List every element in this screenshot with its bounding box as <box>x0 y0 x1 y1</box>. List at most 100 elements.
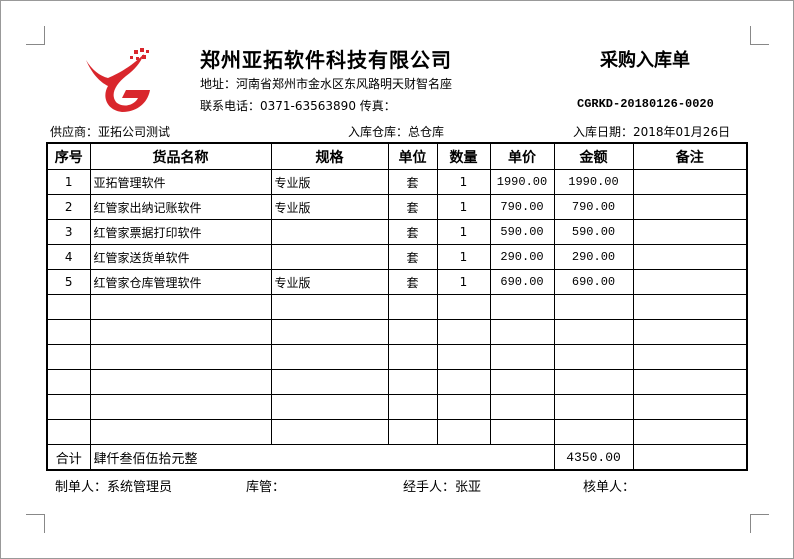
maker: 制单人：系统管理员 <box>55 480 173 495</box>
table-cell <box>89 419 272 445</box>
table-cell <box>632 419 748 445</box>
table-cell <box>387 394 438 420</box>
table-cell <box>270 394 389 420</box>
table-cell <box>89 344 272 370</box>
table-cell <box>270 244 389 270</box>
table-cell: 1990.00 <box>553 169 634 195</box>
table-cell <box>46 294 91 320</box>
table-cell: 5 <box>46 269 91 295</box>
table-cell <box>436 294 491 320</box>
table-cell: 790.00 <box>553 194 634 220</box>
table-cell <box>489 319 555 345</box>
table-cell <box>632 269 748 295</box>
column-header: 货品名称 <box>89 142 272 170</box>
table-cell <box>489 394 555 420</box>
table-cell <box>270 344 389 370</box>
company-contact: 联系电话：0371-63563890 传真： <box>200 99 396 113</box>
table-row <box>46 319 748 345</box>
table-cell <box>489 369 555 395</box>
table-cell <box>46 394 91 420</box>
table-cell: 1 <box>436 169 491 195</box>
table-row: 5 红管家仓库管理软件 专业版套 1 690.00 690.00 <box>46 269 748 295</box>
table-cell: 套 <box>387 219 438 245</box>
table-cell <box>632 294 748 320</box>
table-cell: 290.00 <box>553 244 634 270</box>
table-cell <box>270 319 389 345</box>
table-cell: 套 <box>387 269 438 295</box>
crop-mark <box>750 514 769 533</box>
table-cell <box>553 344 634 370</box>
total-amount: 4350.00 <box>553 444 634 471</box>
total-label: 合计 <box>46 444 91 471</box>
table-row: 4 红管家送货单软件套 1 290.00 290.00 <box>46 244 748 270</box>
column-header: 金额 <box>553 142 634 170</box>
table-cell <box>632 394 748 420</box>
column-header: 单位 <box>387 142 438 170</box>
table-cell: 1 <box>436 269 491 295</box>
table-cell <box>436 369 491 395</box>
table-cell <box>270 369 389 395</box>
table-cell <box>387 419 438 445</box>
crop-mark <box>26 26 45 45</box>
table-cell <box>46 369 91 395</box>
table-cell <box>387 369 438 395</box>
table-cell <box>632 169 748 195</box>
supplier: 供应商：亚拓公司测试 <box>50 125 171 139</box>
total-remark <box>632 444 748 471</box>
table-cell: 1 <box>46 169 91 195</box>
table-cell: 1 <box>436 194 491 220</box>
table-cell: 专业版 <box>270 169 389 195</box>
column-header: 序号 <box>46 142 91 170</box>
crop-mark <box>750 26 769 45</box>
table-cell: 4 <box>46 244 91 270</box>
warehouse: 入库仓库：总仓库 <box>348 125 445 139</box>
total-row: 合计 肆仟叁佰伍拾元整 4350.00 <box>46 444 748 471</box>
table-cell <box>89 394 272 420</box>
column-header: 单价 <box>489 142 555 170</box>
column-header: 规格 <box>270 142 389 170</box>
table-cell <box>489 419 555 445</box>
document-title: 采购入库单 <box>600 50 690 71</box>
table-cell <box>270 294 389 320</box>
keeper: 库管： <box>246 480 286 495</box>
table-row: 1 亚拓管理软件 专业版套 1 1990.00 1990.00 <box>46 169 748 195</box>
table-row: 2 红管家出纳记账软件 专业版套 1 790.00 790.00 <box>46 194 748 220</box>
table-cell: 专业版 <box>270 269 389 295</box>
table-cell <box>436 394 491 420</box>
table-cell <box>436 419 491 445</box>
table-row <box>46 369 748 395</box>
table-cell: 红管家仓库管理软件 <box>89 269 272 295</box>
table-cell: 套 <box>387 244 438 270</box>
table-row <box>46 394 748 420</box>
entry-date: 入库日期：2018年01月26日 <box>573 125 731 139</box>
table-cell <box>489 294 555 320</box>
table-cell <box>387 319 438 345</box>
company-name: 郑州亚拓软件科技有限公司 <box>200 48 452 72</box>
handler: 经手人：张亚 <box>403 480 482 495</box>
table-cell <box>270 419 389 445</box>
table-cell <box>489 344 555 370</box>
table-cell <box>89 369 272 395</box>
table-cell: 红管家送货单软件 <box>89 244 272 270</box>
table-cell <box>553 319 634 345</box>
table-cell <box>89 294 272 320</box>
table-cell: 1 <box>436 219 491 245</box>
table-cell <box>387 344 438 370</box>
table-cell <box>553 369 634 395</box>
document-number: CGRKD-20180126-0020 <box>577 97 714 111</box>
table-cell: 690.00 <box>553 269 634 295</box>
table-cell <box>632 369 748 395</box>
table-cell: 1 <box>436 244 491 270</box>
column-header: 备注 <box>632 142 748 170</box>
table-cell: 3 <box>46 219 91 245</box>
table-cell <box>89 319 272 345</box>
table-cell: 790.00 <box>489 194 555 220</box>
table-cell <box>553 419 634 445</box>
table-cell: 590.00 <box>489 219 555 245</box>
table-row <box>46 294 748 320</box>
table-cell <box>632 319 748 345</box>
table-cell: 专业版 <box>270 194 389 220</box>
table-cell <box>632 344 748 370</box>
table-cell <box>436 319 491 345</box>
table-cell: 套 <box>387 194 438 220</box>
